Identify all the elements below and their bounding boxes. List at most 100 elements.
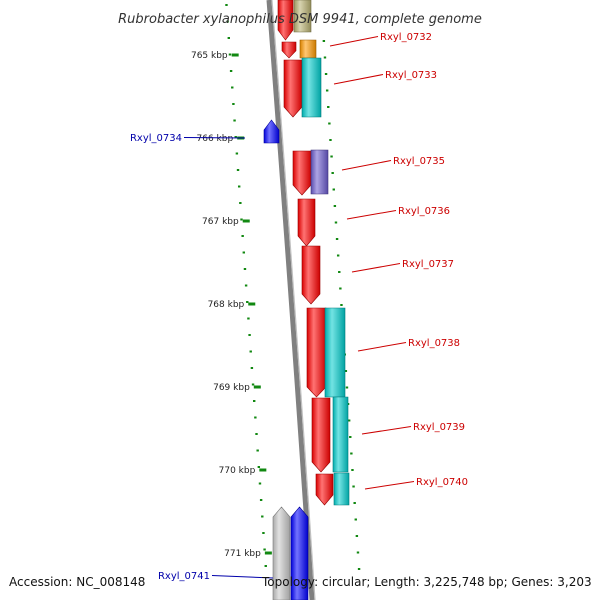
- guide-dot: [347, 419, 351, 422]
- guide-dot: [257, 466, 261, 468]
- guide-dot: [333, 205, 337, 207]
- kbp-tick-mark: [259, 468, 267, 472]
- kbp-tick-mark: [253, 385, 261, 389]
- gene-leader-line: [183, 137, 246, 139]
- guide-dot: [233, 119, 236, 122]
- gene-label-rxyl_0733: Rxyl_0733: [385, 70, 437, 81]
- guide-dot: [246, 301, 249, 303]
- gene-features: [263, 0, 350, 600]
- guide-dot: [322, 40, 326, 42]
- guide-dot: [353, 502, 356, 504]
- guide-dot: [335, 238, 339, 240]
- orange-gene-arrow: [299, 39, 317, 59]
- gene-leader-line: [361, 426, 412, 435]
- guide-dot: [227, 37, 230, 39]
- blue-gene-arrow: [290, 506, 309, 600]
- guide-dot: [356, 551, 360, 554]
- gene-leader-line: [351, 263, 401, 273]
- guide-dot: [336, 254, 340, 257]
- guide-dot: [234, 136, 237, 138]
- guide-dot: [242, 251, 246, 254]
- accession-text: Accession: NC_008148: [9, 575, 145, 589]
- guide-dot: [355, 535, 359, 537]
- gene-label-rxyl_0734: Rxyl_0734: [130, 133, 182, 144]
- guide-dot: [262, 532, 265, 534]
- guide-dot: [332, 188, 335, 191]
- kbp-tick-label: 769 kbp: [213, 383, 250, 393]
- guide-dot: [235, 152, 239, 155]
- genome-title: Rubrobacter xylanophilus DSM 9941, compl…: [118, 12, 482, 27]
- guide-dot: [226, 20, 229, 23]
- gene-leader-line: [364, 481, 415, 490]
- guide-dot: [349, 436, 352, 438]
- cyan-gene-arrow: [324, 307, 346, 398]
- guide-dot: [351, 469, 354, 471]
- guide-dot: [232, 103, 235, 105]
- gene-label-rxyl_0736: Rxyl_0736: [398, 206, 450, 217]
- gene-leader-line: [333, 74, 384, 85]
- kbp-tick-label: 765 kbp: [191, 51, 228, 61]
- gene-leader-line: [341, 160, 392, 171]
- guide-dot: [258, 482, 262, 485]
- guide-dot: [250, 367, 254, 369]
- guide-dot: [344, 370, 348, 372]
- kbp-tick-label: 767 kbp: [202, 217, 239, 227]
- grey-gene-arrow: [272, 506, 291, 600]
- guide-dot: [263, 548, 266, 551]
- guide-dot: [340, 304, 343, 306]
- guide-dot: [255, 433, 258, 435]
- kbp-tick-label: 771 kbp: [224, 549, 261, 559]
- guide-dot: [240, 218, 243, 221]
- guide-dot: [251, 383, 255, 386]
- guide-dot: [231, 86, 234, 89]
- guide-dot: [225, 4, 228, 6]
- guide-dot: [239, 202, 242, 204]
- guide-dot: [244, 284, 248, 287]
- guide-dot: [323, 56, 327, 59]
- red-gene-arrow: [297, 198, 316, 247]
- red-gene-arrow: [277, 0, 294, 41]
- guide-dot: [324, 73, 328, 75]
- kbp-tick-label: 768 kbp: [208, 300, 245, 310]
- backbone-highlight: [271, 0, 316, 600]
- guide-dot: [338, 271, 341, 273]
- guide-dot: [247, 317, 250, 320]
- guide-dot: [327, 106, 330, 108]
- kbp-tick-mark: [264, 551, 272, 555]
- gene-label-rxyl_0732: Rxyl_0732: [380, 32, 432, 43]
- gene-leader-line: [211, 575, 274, 579]
- guide-dot: [256, 449, 259, 452]
- guide-dot: [345, 386, 349, 389]
- cyan-gene-arrow: [301, 57, 322, 118]
- gene-label-rxyl_0740: Rxyl_0740: [416, 477, 468, 488]
- guide-dot: [325, 89, 329, 92]
- gene-label-rxyl_0739: Rxyl_0739: [413, 422, 465, 433]
- guide-dot: [350, 452, 353, 455]
- red-gene-arrow: [292, 150, 312, 196]
- red-gene-arrow: [311, 397, 331, 473]
- guide-dot: [339, 287, 342, 290]
- kbp-ticks: 765 kbp 766 kbp 767 kbp 768 kbp 769 kbp 770 k…: [191, 51, 272, 559]
- guide-dot: [253, 400, 256, 402]
- blue-gene-arrow: [263, 119, 280, 144]
- kbp-tick-label: 766 kbp: [197, 134, 234, 144]
- guide-dot: [254, 416, 257, 419]
- gene-label-rxyl_0735: Rxyl_0735: [393, 156, 445, 167]
- red-gene-arrow: [281, 41, 297, 59]
- guide-dot: [329, 139, 332, 141]
- kbp-tick-mark: [248, 302, 256, 306]
- gene-labels: Rxyl_0732 Rxyl_0733 Rxyl_0734 Rxyl_0735 Rxyl…: [130, 32, 468, 582]
- guide-dot: [334, 221, 338, 224]
- olive-gene-arrow: [293, 0, 312, 33]
- guide-dot: [236, 169, 240, 171]
- kbp-tick-mark: [242, 219, 250, 223]
- guide-dot: [237, 185, 241, 188]
- kbp-tick-mark: [231, 53, 239, 57]
- gene-leader-line: [357, 342, 407, 352]
- guide-dot: [249, 350, 252, 353]
- gene-leader-line: [329, 36, 379, 47]
- guide-dot: [357, 568, 361, 570]
- guide-dot: [331, 172, 334, 174]
- red-gene-arrow: [306, 307, 327, 398]
